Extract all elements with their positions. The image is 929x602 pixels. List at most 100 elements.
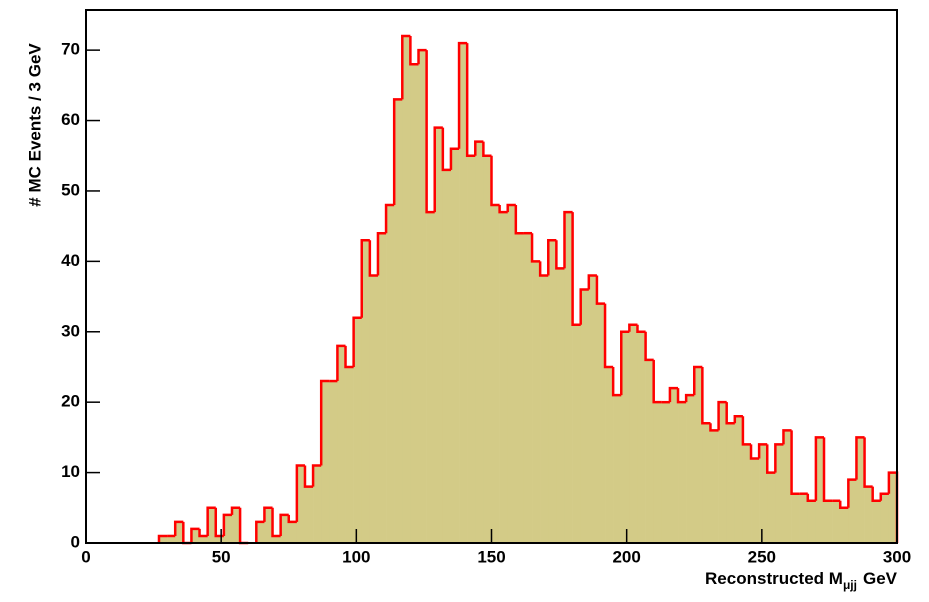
bar xyxy=(158,535,168,543)
bar xyxy=(215,535,225,543)
bar xyxy=(596,303,606,543)
bar xyxy=(807,500,817,543)
bar-outline xyxy=(271,507,281,538)
bar-outline xyxy=(222,513,232,536)
bar-outline xyxy=(344,345,354,369)
bar xyxy=(450,148,460,544)
bar-outline xyxy=(547,238,557,276)
bar xyxy=(167,535,176,543)
bar xyxy=(759,444,768,543)
bar-outline xyxy=(433,126,443,213)
bar-outline xyxy=(409,36,419,66)
bar-outline xyxy=(847,478,857,508)
bar-outline xyxy=(538,261,549,277)
bar-outline xyxy=(701,366,711,425)
bar xyxy=(734,416,744,543)
bar-outline xyxy=(765,444,776,474)
bar-outline xyxy=(514,205,524,235)
bar xyxy=(605,366,614,543)
bar xyxy=(564,212,573,543)
bar xyxy=(288,521,298,543)
bar xyxy=(742,444,752,543)
bar xyxy=(661,402,671,543)
bar-outline xyxy=(190,527,200,543)
x-tick-label: 50 xyxy=(212,547,231,566)
bar-outline xyxy=(620,330,630,396)
bar-outline xyxy=(871,486,881,503)
bar xyxy=(702,423,711,543)
bar-outline xyxy=(684,393,695,403)
bar xyxy=(824,500,833,543)
bar-outline xyxy=(855,436,865,480)
bar xyxy=(856,437,865,543)
bar-outline xyxy=(717,400,727,431)
bar xyxy=(840,507,849,543)
bar-outline xyxy=(676,388,687,404)
x-label-sub: μjj xyxy=(843,578,857,592)
bar-outline xyxy=(336,344,346,382)
bar-outline xyxy=(741,416,752,446)
bar xyxy=(280,514,290,543)
bar-outline xyxy=(563,210,573,269)
bar-outline xyxy=(693,365,703,396)
bar-outline xyxy=(806,493,816,503)
bar-outline xyxy=(255,520,265,543)
bar-outline xyxy=(652,359,662,404)
bar xyxy=(459,43,468,544)
bar xyxy=(621,331,630,543)
bar-outline xyxy=(863,437,873,488)
bar-outline xyxy=(230,506,241,515)
bar xyxy=(394,99,403,544)
bar-outline xyxy=(490,155,500,207)
bar xyxy=(718,402,727,543)
bar xyxy=(815,437,825,543)
bar xyxy=(410,64,419,543)
bar xyxy=(418,50,427,543)
bar xyxy=(304,486,314,543)
bar xyxy=(491,205,500,543)
bar xyxy=(191,528,200,543)
bar xyxy=(426,212,436,543)
bar-outline xyxy=(733,415,743,424)
bar-outline xyxy=(555,240,565,270)
y-tick-label: 40 xyxy=(61,251,80,270)
bar-outline xyxy=(611,366,622,397)
bar-outline xyxy=(465,43,476,157)
bar-outline xyxy=(749,444,760,460)
bar-outline xyxy=(814,436,825,501)
bar-outline xyxy=(352,316,362,367)
bar xyxy=(548,240,557,543)
bar-outline xyxy=(368,240,378,277)
bar-outline xyxy=(311,464,322,487)
bar-outline xyxy=(425,50,435,214)
bar-outline xyxy=(319,379,330,466)
bar-outline xyxy=(198,528,208,538)
bar-outline xyxy=(571,212,581,326)
y-axis-label: # MC Events / 3 GeV xyxy=(25,43,44,207)
bar xyxy=(361,240,371,543)
bar-outline xyxy=(603,303,614,369)
bar xyxy=(231,507,241,543)
bar-outline xyxy=(173,520,184,536)
bar xyxy=(751,458,760,543)
bar-outline xyxy=(838,500,849,510)
bar-outline xyxy=(295,464,305,522)
bar-outline xyxy=(587,274,597,290)
bar xyxy=(880,493,890,543)
bar-outline xyxy=(628,323,638,332)
bar xyxy=(783,430,792,543)
bar xyxy=(588,275,598,543)
bar xyxy=(637,331,646,543)
bar xyxy=(321,381,330,543)
bar xyxy=(669,388,679,543)
y-tick-label: 20 xyxy=(61,392,80,411)
bar xyxy=(532,261,541,543)
bar xyxy=(515,233,525,543)
bar-outline xyxy=(530,233,541,263)
y-tick-label: 0 xyxy=(71,532,80,551)
bar xyxy=(199,535,208,543)
bar xyxy=(175,521,184,543)
x-tick-label: 100 xyxy=(342,547,370,566)
bar xyxy=(864,486,873,543)
